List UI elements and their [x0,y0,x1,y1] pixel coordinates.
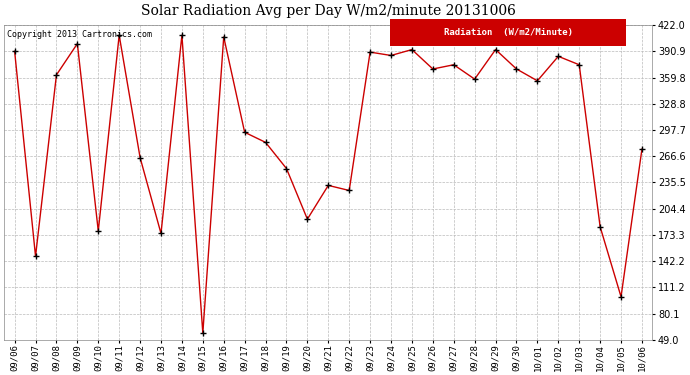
Title: Solar Radiation Avg per Day W/m2/minute 20131006: Solar Radiation Avg per Day W/m2/minute … [141,4,515,18]
Text: Copyright 2013 Cartronics.com: Copyright 2013 Cartronics.com [8,30,152,39]
